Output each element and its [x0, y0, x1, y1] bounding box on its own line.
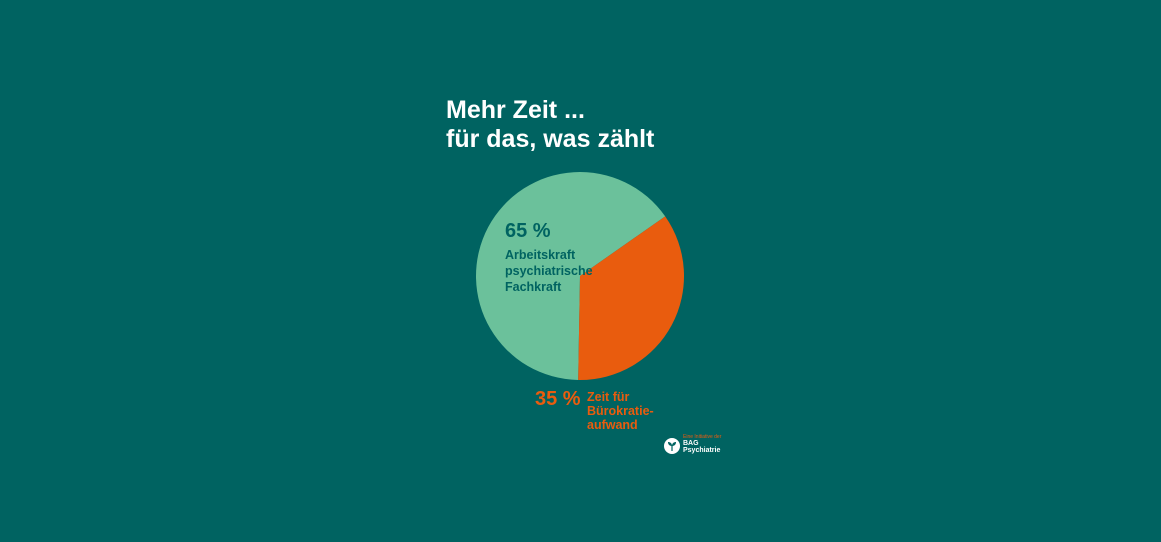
slice-35-text-line-2: Bürokratie-: [587, 404, 654, 418]
logo-name-line-1: BAG: [683, 440, 699, 447]
slice-35-text-label: Zeit für Bürokratie- aufwand: [587, 390, 654, 432]
logo-text: Eine Initiative der BAG Psychiatrie: [683, 434, 721, 454]
slice-65-text-line-2: psychiatrische: [505, 264, 593, 278]
pie-chart: [476, 171, 684, 380]
chart-title: Mehr Zeit ... für das, was zählt: [446, 96, 654, 154]
slice-35-value-label: 35 %: [535, 388, 581, 410]
logo-kicker: Eine Initiative der: [683, 434, 722, 440]
title-line-2: für das, was zählt: [446, 125, 655, 153]
slice-65-text-label: Arbeitskraft psychiatrische Fachkraft: [505, 247, 593, 295]
slice-35-text-line-1: Zeit für: [587, 390, 630, 404]
slice-65-value-label: 65 %: [505, 220, 551, 242]
pie-slice-65: [476, 171, 666, 380]
pie-slice-35: [578, 216, 684, 380]
title-line-1: Mehr Zeit ...: [446, 96, 585, 124]
logo-name-line-2: Psychiatrie: [683, 447, 721, 454]
slice-65-text-line-1: Arbeitskraft: [505, 248, 576, 262]
slice-65-text-line-3: Fachkraft: [505, 280, 562, 294]
leaf-icon: [664, 438, 680, 454]
bag-psychiatrie-logo: Eine Initiative der BAG Psychiatrie: [664, 434, 721, 454]
slice-35-text-line-3: aufwand: [587, 418, 638, 432]
